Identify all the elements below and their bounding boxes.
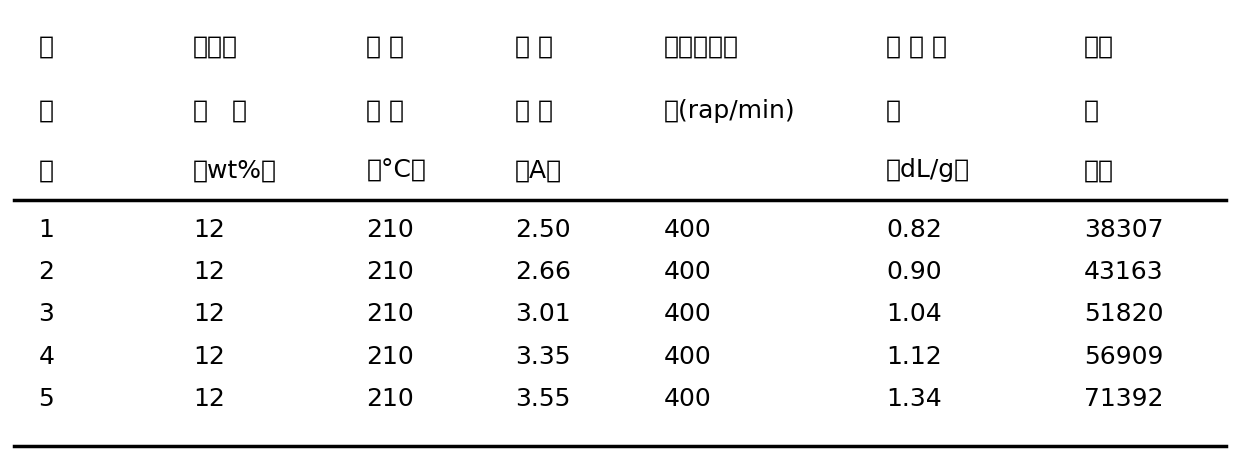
Text: 12: 12 bbox=[193, 302, 224, 326]
Text: 3.55: 3.55 bbox=[515, 387, 570, 411]
Text: 例: 例 bbox=[38, 158, 53, 182]
Text: 度: 度 bbox=[887, 99, 901, 123]
Text: 5: 5 bbox=[38, 387, 55, 411]
Text: 12: 12 bbox=[193, 345, 224, 369]
Text: 400: 400 bbox=[663, 302, 711, 326]
Text: 400: 400 bbox=[663, 387, 711, 411]
Text: （°C）: （°C） bbox=[366, 158, 427, 182]
Text: 单体固: 单体固 bbox=[193, 35, 238, 59]
Text: 3.35: 3.35 bbox=[515, 345, 570, 369]
Text: 含   量: 含 量 bbox=[193, 99, 247, 123]
Text: 速(rap/min): 速(rap/min) bbox=[663, 99, 795, 123]
Text: 1: 1 bbox=[38, 218, 55, 241]
Text: 400: 400 bbox=[663, 218, 711, 241]
Text: 终 止: 终 止 bbox=[515, 35, 553, 59]
Text: 56909: 56909 bbox=[1084, 345, 1163, 369]
Text: 400: 400 bbox=[663, 345, 711, 369]
Text: 210: 210 bbox=[366, 387, 414, 411]
Text: 210: 210 bbox=[366, 302, 414, 326]
Text: 特 性 粘: 特 性 粘 bbox=[887, 35, 947, 59]
Text: 施: 施 bbox=[38, 99, 53, 123]
Text: 子量: 子量 bbox=[1084, 158, 1114, 182]
Text: 温 度: 温 度 bbox=[366, 99, 404, 123]
Text: 38307: 38307 bbox=[1084, 218, 1163, 241]
Text: 210: 210 bbox=[366, 260, 414, 284]
Text: 43163: 43163 bbox=[1084, 260, 1163, 284]
Text: 1.34: 1.34 bbox=[887, 387, 941, 411]
Text: 71392: 71392 bbox=[1084, 387, 1163, 411]
Text: 210: 210 bbox=[366, 345, 414, 369]
Text: （dL/g）: （dL/g） bbox=[887, 158, 970, 182]
Text: 2.50: 2.50 bbox=[515, 218, 570, 241]
Text: 4: 4 bbox=[38, 345, 55, 369]
Text: 51820: 51820 bbox=[1084, 302, 1163, 326]
Text: 12: 12 bbox=[193, 387, 224, 411]
Text: 2.66: 2.66 bbox=[515, 260, 570, 284]
Text: 0.90: 0.90 bbox=[887, 260, 941, 284]
Text: 3: 3 bbox=[38, 302, 55, 326]
Text: 12: 12 bbox=[193, 218, 224, 241]
Text: 接卸搅拌转: 接卸搅拌转 bbox=[663, 35, 738, 59]
Text: 400: 400 bbox=[663, 260, 711, 284]
Text: 2: 2 bbox=[38, 260, 55, 284]
Text: （wt%）: （wt%） bbox=[193, 158, 278, 182]
Text: 12: 12 bbox=[193, 260, 224, 284]
Text: 黏均: 黏均 bbox=[1084, 35, 1114, 59]
Text: 实: 实 bbox=[38, 35, 53, 59]
Text: （A）: （A） bbox=[515, 158, 562, 182]
Text: 电 流: 电 流 bbox=[515, 99, 553, 123]
Text: 0.82: 0.82 bbox=[887, 218, 942, 241]
Text: 3.01: 3.01 bbox=[515, 302, 570, 326]
Text: 分: 分 bbox=[1084, 99, 1099, 123]
Text: 1.04: 1.04 bbox=[887, 302, 941, 326]
Text: 1.12: 1.12 bbox=[887, 345, 941, 369]
Text: 210: 210 bbox=[366, 218, 414, 241]
Text: 反 应: 反 应 bbox=[366, 35, 404, 59]
